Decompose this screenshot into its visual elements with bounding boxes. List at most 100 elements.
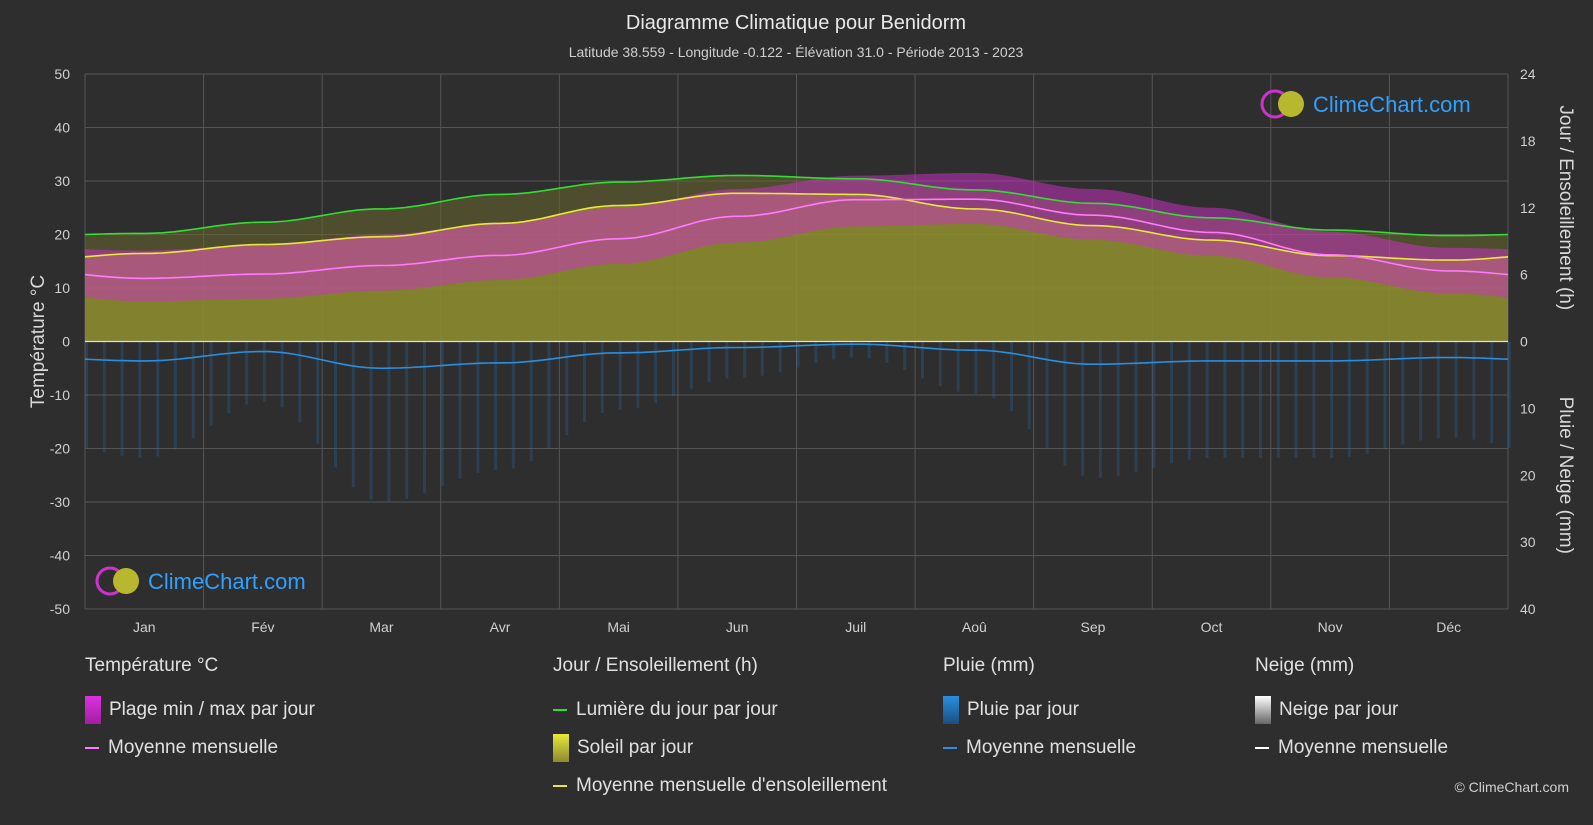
rain-day-bar	[565, 341, 569, 436]
rain-day-bar	[1259, 341, 1262, 458]
left-tick-label: -30	[50, 494, 70, 510]
rain-day-bar	[1419, 341, 1423, 441]
rain-day-bar	[85, 341, 88, 448]
right-axis-title-hours: Jour / Ensoleillement (h)	[1555, 105, 1576, 310]
legend-label: Moyenne mensuelle	[1278, 737, 1449, 758]
rain-day-bar	[494, 341, 498, 471]
legend-swatch	[943, 696, 959, 724]
rain-day-bar	[867, 341, 871, 359]
x-tick-label: Nov	[1318, 619, 1343, 635]
rain-day-bar	[1187, 341, 1191, 460]
rain-day-bar	[262, 341, 266, 402]
legend-title: Jour / Ensoleillement (h)	[553, 655, 758, 676]
rain-day-bar	[1330, 341, 1334, 458]
rain-day-bar	[1116, 341, 1120, 476]
legend-swatch	[85, 696, 101, 724]
rain-day-bar	[1134, 341, 1138, 473]
rain-day-bar	[1365, 341, 1369, 454]
x-tick-label: Sep	[1080, 619, 1105, 635]
rain-day-bar	[1223, 341, 1227, 458]
legend-swatch	[943, 747, 957, 749]
left-tick-label: 0	[62, 334, 70, 350]
rain-day-bar	[992, 341, 996, 399]
left-tick-label: 20	[54, 227, 70, 243]
right-tick-label-hours: 24	[1520, 66, 1536, 82]
temperature-range-area	[85, 173, 1508, 302]
legend-label: Moyenne mensuelle	[108, 737, 279, 758]
rain-day-bar	[316, 341, 320, 444]
rain-day-bar	[476, 341, 480, 473]
logo-sun-icon	[113, 568, 139, 594]
rain-day-bar	[405, 341, 409, 499]
rain-mean-line	[84, 343, 1509, 370]
rain-day-bar	[707, 341, 711, 383]
rain-day-bar	[689, 341, 693, 389]
rain-day-bar	[743, 341, 747, 378]
rain-day-bar	[1098, 341, 1102, 478]
rain-day-bar	[369, 341, 373, 500]
legend-title: Neige (mm)	[1255, 655, 1355, 676]
x-tick-label: Déc	[1436, 619, 1461, 635]
rain-day-bar	[654, 341, 658, 404]
left-tick-label: -50	[50, 601, 70, 617]
rain-day-bar	[1312, 341, 1316, 458]
rain-day-bar	[1490, 341, 1494, 444]
rain-day-bar	[120, 341, 124, 456]
copyright: © ClimeChart.com	[1454, 779, 1569, 795]
right-tick-label-hours: 6	[1520, 267, 1528, 283]
rain-day-bar	[1063, 341, 1067, 466]
logo-text: ClimeChart.com	[148, 569, 306, 594]
left-tick-label: 30	[54, 173, 70, 189]
daylight-line	[84, 174, 1509, 237]
left-tick-label: 40	[54, 120, 70, 136]
left-tick-label: 50	[54, 66, 70, 82]
sunshine-mean-line	[84, 192, 1509, 261]
rain-day-bar	[334, 341, 337, 468]
climechart-logo: ClimeChart.com	[95, 566, 306, 596]
rain-day-bar	[156, 341, 160, 457]
chart-title: Diagramme Climatique pour Benidorm	[626, 12, 966, 34]
right-tick-label-mm: 30	[1520, 534, 1536, 550]
rain-day-bar	[529, 341, 533, 462]
rain-day-bar	[1508, 341, 1511, 448]
rain-day-bar	[209, 341, 213, 426]
left-axis-title: Température °C	[28, 275, 49, 408]
rain-day-bar	[1383, 341, 1387, 450]
legend-swatch	[85, 747, 99, 749]
rain-day-bar	[280, 341, 284, 408]
legend-label: Plage min / max par jour	[109, 699, 315, 720]
legend-group-rain: Pluie (mm) Pluie par jour Moyenne mensue…	[943, 655, 1136, 767]
chart-subtitle: Latitude 38.559 - Longitude -0.122 - Élé…	[569, 44, 1024, 60]
rain-day-bar	[102, 341, 106, 453]
legend-label: Moyenne mensuelle	[966, 737, 1137, 758]
right-tick-label-hours: 0	[1520, 334, 1528, 350]
rain-day-bar	[511, 341, 515, 469]
legend-label: Moyenne mensuelle d'ensoleillement	[576, 775, 887, 796]
temperature-mean-line	[84, 198, 1509, 280]
right-axis-title-mm: Pluie / Neige (mm)	[1555, 397, 1576, 554]
logo-sun-icon	[1278, 91, 1304, 117]
right-tick-label-mm: 10	[1520, 400, 1536, 416]
rain-day-bar	[760, 341, 764, 376]
rain-day-bar	[725, 341, 729, 379]
rain-day-bar	[778, 341, 782, 373]
rain-day-bar	[849, 341, 853, 358]
legend-swatch	[553, 709, 567, 711]
x-tick-label: Avr	[490, 619, 511, 635]
rain-day-bar	[1472, 341, 1476, 440]
legend-swatch	[1255, 747, 1269, 749]
rain-day-bar	[547, 341, 551, 450]
rain-day-bar	[423, 341, 426, 494]
legend-label: Soleil par jour	[577, 737, 694, 758]
legend-group-temperature: Température °C Plage min / max par jour …	[85, 655, 315, 767]
rain-day-bar	[387, 341, 391, 502]
rain-day-bar	[583, 341, 586, 423]
rain-day-bar	[1045, 341, 1049, 449]
x-tick-label: Mar	[369, 619, 393, 635]
rain-day-bar	[885, 341, 889, 363]
legend-group-sunshine: Jour / Ensoleillement (h) Lumière du jou…	[553, 655, 887, 805]
rain-day-bar	[1276, 341, 1280, 458]
rain-day-bar	[138, 341, 142, 458]
legend-swatch	[553, 785, 567, 787]
rain-day-bar	[1010, 341, 1013, 411]
